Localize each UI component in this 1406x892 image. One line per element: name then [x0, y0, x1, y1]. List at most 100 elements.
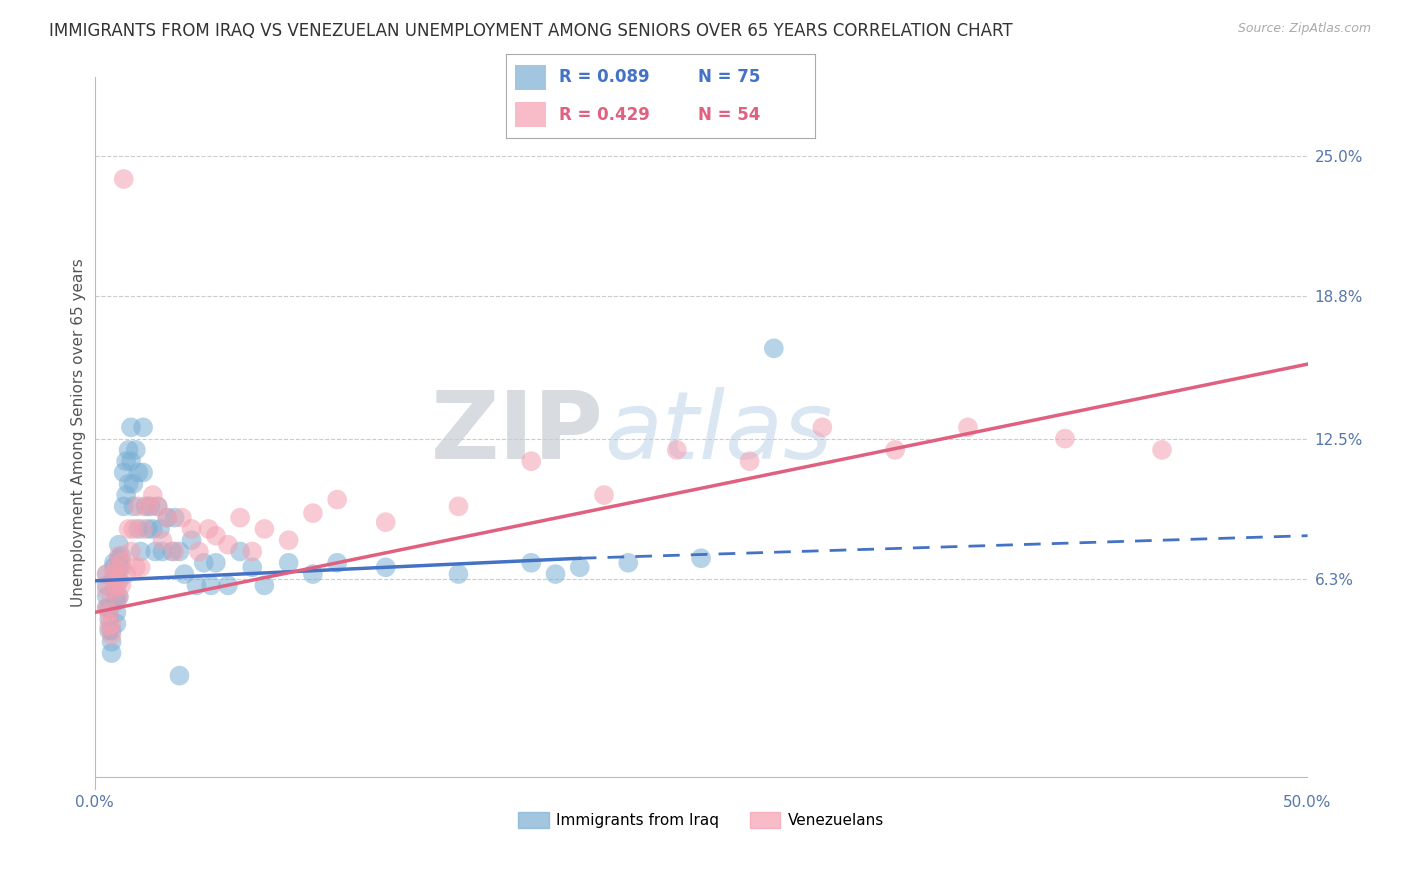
Point [665, 442, 688, 457]
Point [762, 342, 785, 356]
Point [105, 606, 128, 620]
Point [108, 574, 131, 588]
Point [374, 560, 396, 574]
Point [180, 533, 202, 548]
Point [96, 590, 118, 604]
Point [105, 594, 128, 608]
Point [544, 567, 567, 582]
Point [326, 492, 349, 507]
Point [98, 619, 121, 633]
Point [277, 533, 299, 548]
Point [568, 560, 591, 574]
Text: R = 0.429: R = 0.429 [558, 105, 650, 123]
Point [160, 544, 183, 558]
Text: ZIP: ZIP [432, 387, 605, 479]
Point [127, 466, 149, 480]
Point [447, 567, 470, 582]
Point [108, 538, 131, 552]
Point [103, 556, 125, 570]
Point [136, 522, 159, 536]
Point [132, 522, 155, 536]
Point [139, 500, 162, 514]
Point [520, 556, 543, 570]
Point [143, 544, 166, 558]
Point [98, 612, 121, 626]
Point [229, 544, 252, 558]
Point [617, 556, 640, 570]
Point [690, 551, 713, 566]
Point [217, 538, 239, 552]
Point [103, 560, 125, 574]
Point [132, 420, 155, 434]
Point [205, 529, 228, 543]
Point [374, 515, 396, 529]
Point [520, 454, 543, 468]
Point [146, 500, 169, 514]
Point [1053, 432, 1076, 446]
Point [96, 567, 118, 582]
Point [108, 560, 131, 574]
Point [96, 601, 118, 615]
Point [169, 668, 191, 682]
Point [105, 578, 128, 592]
Point [129, 560, 152, 574]
Point [170, 510, 193, 524]
Point [100, 646, 122, 660]
Point [103, 567, 125, 582]
Point [142, 488, 165, 502]
Point [108, 572, 131, 586]
Point [125, 560, 148, 574]
Point [115, 488, 138, 502]
Point [129, 544, 152, 558]
Text: atlas: atlas [605, 387, 832, 478]
Point [105, 616, 128, 631]
Point [117, 522, 139, 536]
Point [122, 476, 145, 491]
Point [110, 578, 132, 592]
Text: N = 75: N = 75 [697, 69, 761, 87]
Point [108, 590, 131, 604]
Point [240, 544, 263, 558]
Point [108, 551, 131, 566]
Point [100, 616, 122, 631]
Point [136, 500, 159, 514]
Point [98, 624, 121, 638]
Point [103, 572, 125, 586]
Point [108, 549, 131, 563]
Point [302, 506, 325, 520]
Point [173, 567, 195, 582]
Point [593, 488, 616, 502]
Point [103, 582, 125, 597]
Point [105, 590, 128, 604]
Point [152, 544, 174, 558]
Text: Source: ZipAtlas.com: Source: ZipAtlas.com [1237, 22, 1371, 36]
Point [884, 442, 907, 457]
Point [142, 522, 165, 536]
Point [122, 522, 145, 536]
FancyBboxPatch shape [516, 64, 547, 90]
Point [110, 560, 132, 574]
Point [122, 500, 145, 514]
Point [112, 466, 135, 480]
Point [811, 420, 834, 434]
Point [163, 544, 186, 558]
Point [110, 549, 132, 563]
Point [100, 628, 122, 642]
Point [98, 606, 121, 620]
Point [112, 172, 135, 186]
Point [127, 522, 149, 536]
Point [217, 578, 239, 592]
Point [117, 476, 139, 491]
Point [180, 522, 202, 536]
Point [253, 578, 276, 592]
Point [149, 522, 172, 536]
Point [277, 556, 299, 570]
Point [96, 601, 118, 615]
Point [738, 454, 761, 468]
Point [115, 454, 138, 468]
Point [205, 556, 228, 570]
Point [447, 500, 470, 514]
Point [115, 567, 138, 582]
Point [127, 500, 149, 514]
Point [169, 544, 191, 558]
